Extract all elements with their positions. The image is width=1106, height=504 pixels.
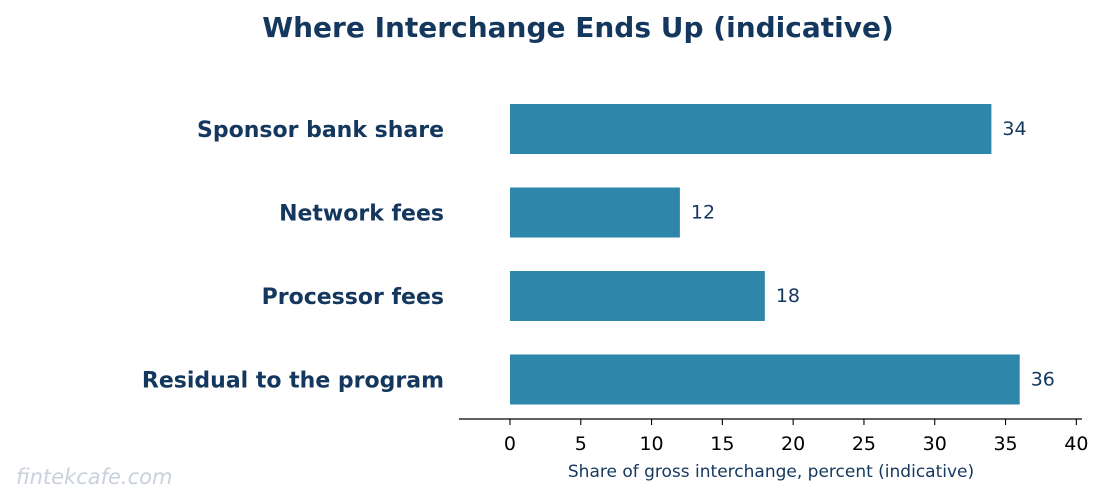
chart-title: Where Interchange Ends Up (indicative) [262,11,894,44]
bar-value-label: 34 [1002,118,1026,140]
x-tick-label: 20 [781,433,805,455]
bar-1 [509,187,680,238]
x-tick-label: 25 [852,433,876,455]
x-tick-label: 15 [710,433,734,455]
category-label: Sponsor bank share [197,118,444,143]
x-ticks: 0 5 10 15 20 25 30 35 40 [504,419,1088,455]
category-label: Network fees [279,202,444,227]
bar-2 [509,271,765,321]
value-labels: 34 12 18 36 [691,118,1055,391]
category-labels: Sponsor bank share Network fees Processor … [142,118,444,394]
x-tick-label: 40 [1064,433,1088,455]
category-label: Processor fees [262,285,444,310]
x-axis: 0 5 10 15 20 25 30 35 40 [459,418,1088,455]
bar-value-label: 36 [1031,369,1055,391]
watermark: fintekcafe.com [16,465,172,489]
x-tick-label: 0 [504,433,516,455]
x-tick-label: 35 [993,433,1017,455]
bar-0 [509,104,992,154]
x-tick-label: 10 [639,433,663,455]
bar-value-label: 12 [691,202,715,224]
bars-layer [509,104,1020,405]
bar-3 [509,354,1020,405]
x-tick-label: 30 [923,433,947,455]
x-tick-label: 5 [575,433,587,455]
bar-value-label: 18 [776,285,800,307]
x-axis-label: Share of gross interchange, percent (ind… [568,462,974,482]
category-label: Residual to the program [142,369,444,394]
